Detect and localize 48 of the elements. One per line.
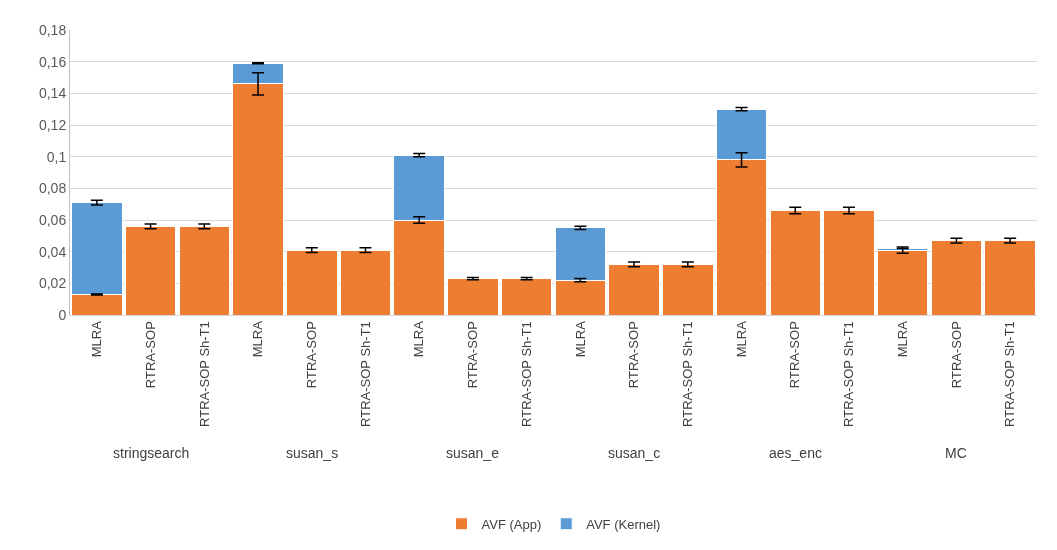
text: MC bbox=[945, 445, 967, 461]
x-tick-label: RTRA-SOP Sh-T1 bbox=[196, 321, 212, 427]
x-tick-label: RTRA-SOP bbox=[465, 321, 481, 389]
y-tick-label: 0,12 bbox=[38, 116, 67, 133]
x-tick-label: MLRA bbox=[411, 320, 427, 358]
y-tick-label: 0,02 bbox=[38, 275, 67, 292]
y-tick-label: 0,04 bbox=[38, 243, 67, 260]
x-tick-label: RTRA-SOP bbox=[142, 321, 158, 389]
x-tick-label: RTRA-SOP Sh-T1 bbox=[1002, 321, 1018, 427]
bar bbox=[339, 249, 392, 315]
x-tick-label: RTRA-SOP Sh-T1 bbox=[841, 321, 857, 427]
bar bbox=[608, 263, 660, 315]
bar bbox=[876, 249, 929, 315]
x-tick-label: RTRA-SOP Sh-T1 bbox=[357, 321, 373, 427]
x-tick-label: MLRA bbox=[572, 320, 588, 358]
x-tick-label: RTRA-SOP bbox=[948, 321, 964, 389]
bar bbox=[662, 263, 714, 315]
x-tick-label: MLRA bbox=[89, 320, 105, 358]
x-tick-label: RTRA-SOP Sh-T1 bbox=[680, 321, 696, 427]
bar bbox=[447, 278, 499, 315]
bar bbox=[823, 210, 875, 315]
bar bbox=[286, 249, 338, 315]
x-tick-label: RTRA-SOP bbox=[303, 321, 319, 389]
legend-label: AVF (Kernel) bbox=[586, 516, 661, 532]
bar bbox=[930, 240, 983, 315]
x-tick-label: RTRA-SOP Sh-T1 bbox=[518, 321, 534, 427]
y-tick-label: 0,1 bbox=[46, 148, 67, 165]
x-tick-label: RTRA-SOP bbox=[787, 321, 803, 389]
legend-label: AVF (App) bbox=[481, 516, 542, 532]
y-tick-label: 0,16 bbox=[38, 53, 67, 70]
bar bbox=[769, 210, 821, 315]
y-tick-label: 0,18 bbox=[38, 21, 67, 38]
text: susan_s bbox=[286, 445, 339, 461]
text: aes_enc bbox=[769, 445, 822, 461]
bar bbox=[984, 240, 1036, 315]
x-tick-label: MLRA bbox=[250, 320, 266, 358]
y-tick-label: 0,06 bbox=[38, 211, 67, 228]
y-tick-label: 0,14 bbox=[38, 85, 67, 102]
y-tick-label: 0 bbox=[58, 306, 67, 323]
x-tick-label: RTRA-SOP bbox=[626, 321, 642, 389]
text: susan_e bbox=[446, 445, 500, 461]
y-tick-label: 0,08 bbox=[38, 180, 67, 197]
bar bbox=[124, 225, 177, 315]
x-tick-label: MLRA bbox=[894, 320, 910, 358]
text: stringsearch bbox=[113, 445, 190, 461]
bar bbox=[178, 225, 231, 315]
x-tick-label: MLRA bbox=[733, 320, 749, 358]
text: susan_c bbox=[608, 445, 661, 461]
